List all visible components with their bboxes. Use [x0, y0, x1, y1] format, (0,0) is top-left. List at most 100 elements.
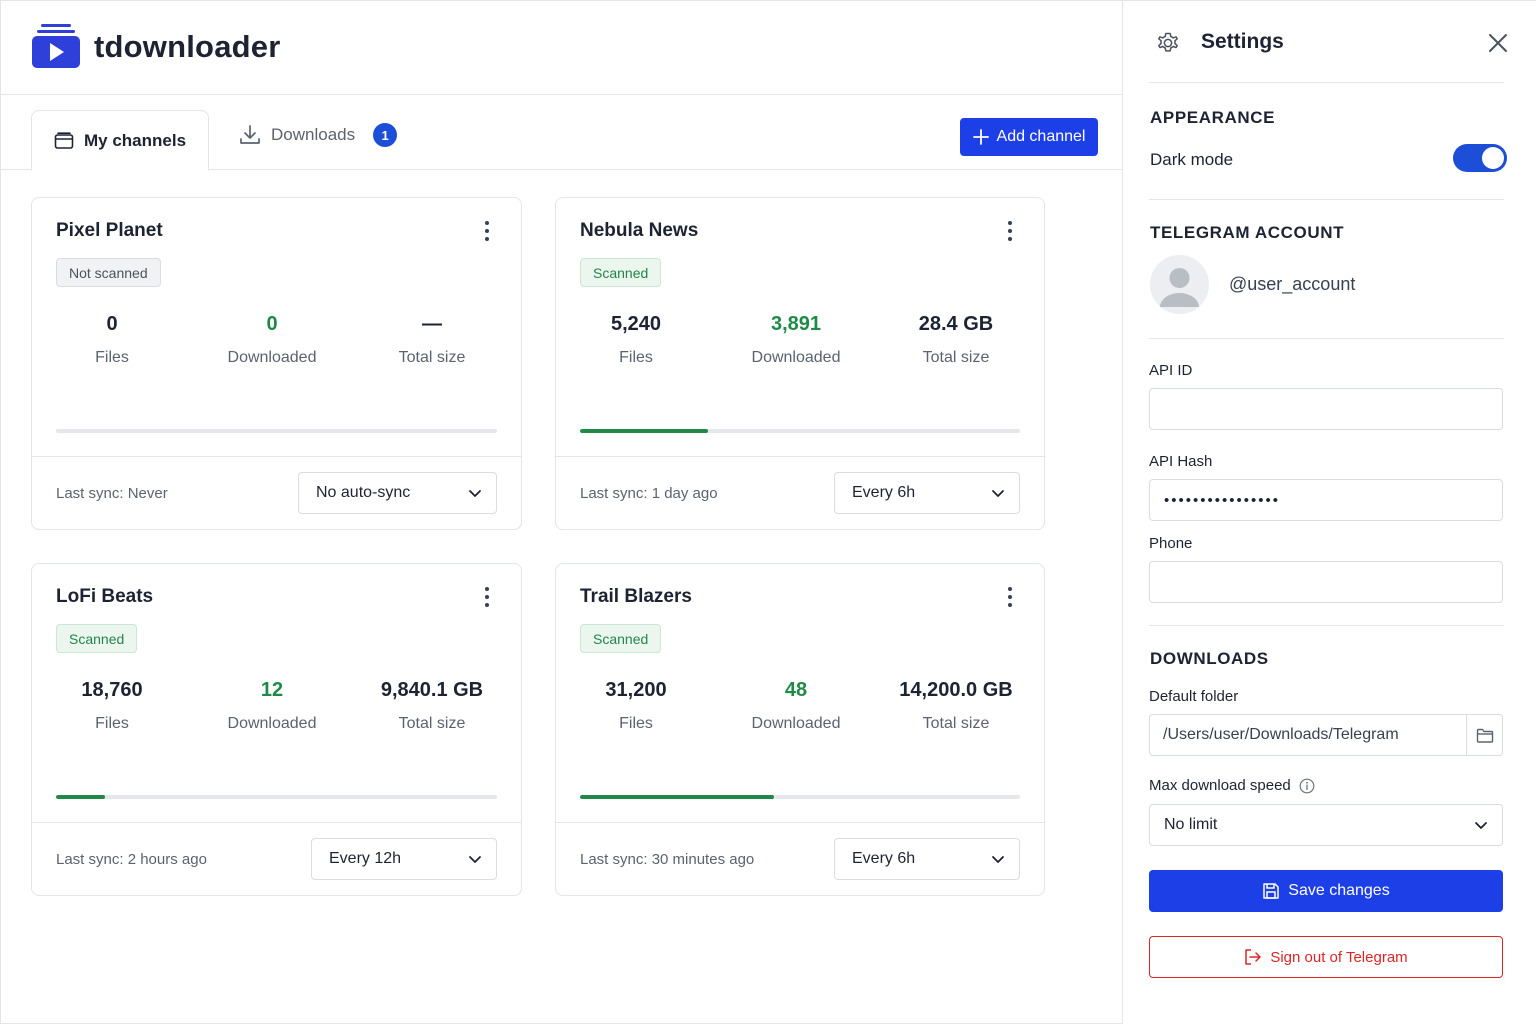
downloads-count-badge: 1 — [373, 123, 398, 147]
phone-input[interactable] — [1149, 561, 1503, 603]
add-channel-label: Add channel — [996, 128, 1086, 145]
default-folder-field: /Users/user/Downloads/Telegram — [1149, 714, 1503, 756]
dark-mode-label: Dark mode — [1150, 150, 1234, 169]
api-id-label: API ID — [1149, 362, 1193, 379]
total-size-label: Total size — [922, 715, 990, 732]
status-badge: Scanned — [56, 624, 138, 653]
status-badge: Scanned — [580, 624, 662, 653]
last-sync-text: Last sync: 2 hours ago — [56, 851, 207, 868]
default-folder-input[interactable]: /Users/user/Downloads/Telegram — [1163, 726, 1399, 743]
auto-sync-select[interactable]: No auto-sync — [298, 472, 497, 514]
api-hash-input[interactable]: •••••••••••••••• — [1149, 479, 1503, 521]
chevron-down-icon — [469, 489, 481, 497]
api-hash-label: API Hash — [1149, 453, 1213, 470]
stat-total-size: 28.4 GB Total size — [881, 313, 1031, 367]
channel-card: LoFi Beats Scanned 18,760 Files 12 Downl… — [31, 563, 522, 896]
more-options-icon[interactable] — [477, 218, 497, 244]
chevron-down-icon — [992, 489, 1004, 497]
tab-my-channels[interactable]: My channels — [31, 110, 209, 171]
last-sync-text: Last sync: 1 day ago — [580, 485, 718, 502]
files-label: Files — [95, 349, 129, 366]
more-options-icon[interactable] — [477, 584, 497, 610]
download-progress-bar — [580, 795, 1020, 799]
card-footer: Last sync: Never No auto-sync — [32, 456, 521, 529]
chevron-down-icon — [1475, 821, 1487, 829]
add-channel-button[interactable]: Add channel — [960, 118, 1098, 156]
channel-name: Pixel Planet — [56, 220, 163, 241]
save-changes-button[interactable]: Save changes — [1149, 870, 1503, 912]
default-folder-label: Default folder — [1149, 688, 1239, 705]
tab-downloads[interactable]: Downloads 1 — [239, 123, 398, 147]
tab-label: My channels — [84, 130, 187, 150]
tab-label: Downloads — [271, 125, 356, 144]
downloaded-label: Downloaded — [227, 349, 317, 366]
appearance-heading: APPEARANCE — [1150, 108, 1276, 127]
auto-sync-select[interactable]: Every 12h — [311, 838, 497, 880]
chevron-down-icon — [469, 855, 481, 863]
main-area: tdownloader My channels Downloads 1 — [1, 1, 1122, 1024]
dark-mode-toggle[interactable] — [1453, 144, 1507, 172]
divider — [1149, 625, 1504, 626]
more-options-icon[interactable] — [1000, 218, 1020, 244]
folder-icon — [54, 131, 74, 149]
sign-out-icon — [1245, 949, 1262, 965]
auto-sync-select[interactable]: Every 6h — [834, 472, 1020, 514]
info-icon[interactable] — [1299, 778, 1315, 794]
card-footer: Last sync: 30 minutes ago Every 6h — [556, 822, 1044, 895]
auto-sync-value: No auto-sync — [316, 484, 411, 501]
more-options-icon[interactable] — [1000, 584, 1020, 610]
app-title: tdownloader — [94, 29, 281, 64]
sign-out-button[interactable]: Sign out of Telegram — [1149, 936, 1503, 978]
max-speed-label: Max download speed — [1149, 777, 1291, 794]
stat-files: 18,760 Files — [37, 679, 187, 733]
last-sync-text: Last sync: Never — [56, 485, 168, 502]
auto-sync-select[interactable]: Every 6h — [834, 838, 1020, 880]
stat-downloaded: 0 Downloaded — [197, 313, 347, 367]
download-icon — [240, 125, 260, 144]
divider — [1149, 338, 1504, 339]
api-id-input[interactable] — [1149, 388, 1503, 430]
downloads-heading: DOWNLOADS — [1150, 649, 1269, 668]
total-size-value: — — [422, 313, 442, 335]
app-logo-icon — [32, 24, 80, 68]
sign-out-label: Sign out of Telegram — [1270, 948, 1408, 966]
stat-downloaded: 12 Downloaded — [197, 679, 347, 733]
downloaded-count: 0 — [266, 313, 278, 335]
files-count: 0 — [106, 313, 118, 335]
channel-card: Nebula News Scanned 5,240 Files 3,891 Do… — [555, 197, 1045, 530]
max-speed-select[interactable]: No limit — [1149, 804, 1503, 846]
files-label: Files — [619, 715, 653, 732]
browse-folder-button[interactable] — [1466, 715, 1502, 755]
downloaded-label: Downloaded — [751, 349, 841, 366]
stat-downloaded: 48 Downloaded — [721, 679, 871, 733]
download-progress-bar — [580, 429, 1020, 433]
downloaded-label: Downloaded — [227, 715, 317, 732]
stat-downloaded: 3,891 Downloaded — [721, 313, 871, 367]
phone-label: Phone — [1149, 535, 1193, 552]
card-footer: Last sync: 1 day ago Every 6h — [556, 456, 1044, 529]
stat-total-size: — Total size — [357, 313, 507, 367]
status-badge: Not scanned — [56, 258, 161, 287]
channel-card: Trail Blazers Scanned 31,200 Files 48 Do… — [555, 563, 1045, 896]
files-label: Files — [95, 715, 129, 732]
files-count: 18,760 — [81, 679, 143, 701]
total-size-value: 9,840.1 GB — [380, 679, 484, 701]
status-badge: Scanned — [580, 258, 662, 287]
settings-title: Settings — [1201, 30, 1284, 53]
stat-total-size: 14,200.0 GB Total size — [881, 679, 1031, 733]
download-progress-bar — [56, 795, 497, 799]
card-footer: Last sync: 2 hours ago Every 12h — [32, 822, 521, 895]
last-sync-text: Last sync: 30 minutes ago — [580, 851, 755, 868]
close-icon[interactable] — [1487, 32, 1509, 54]
auto-sync-value: Every 6h — [852, 850, 916, 867]
stat-total-size: 9,840.1 GB Total size — [357, 679, 507, 733]
downloaded-count: 48 — [784, 679, 808, 701]
auto-sync-value: Every 6h — [852, 484, 916, 501]
total-size-label: Total size — [398, 715, 466, 732]
settings-panel: Settings APPEARANCE Dark mode TELEGRAM A… — [1122, 1, 1536, 1024]
chevron-down-icon — [992, 855, 1004, 863]
avatar — [1150, 255, 1209, 314]
divider — [1149, 82, 1504, 83]
downloaded-count: 3,891 — [770, 313, 822, 335]
